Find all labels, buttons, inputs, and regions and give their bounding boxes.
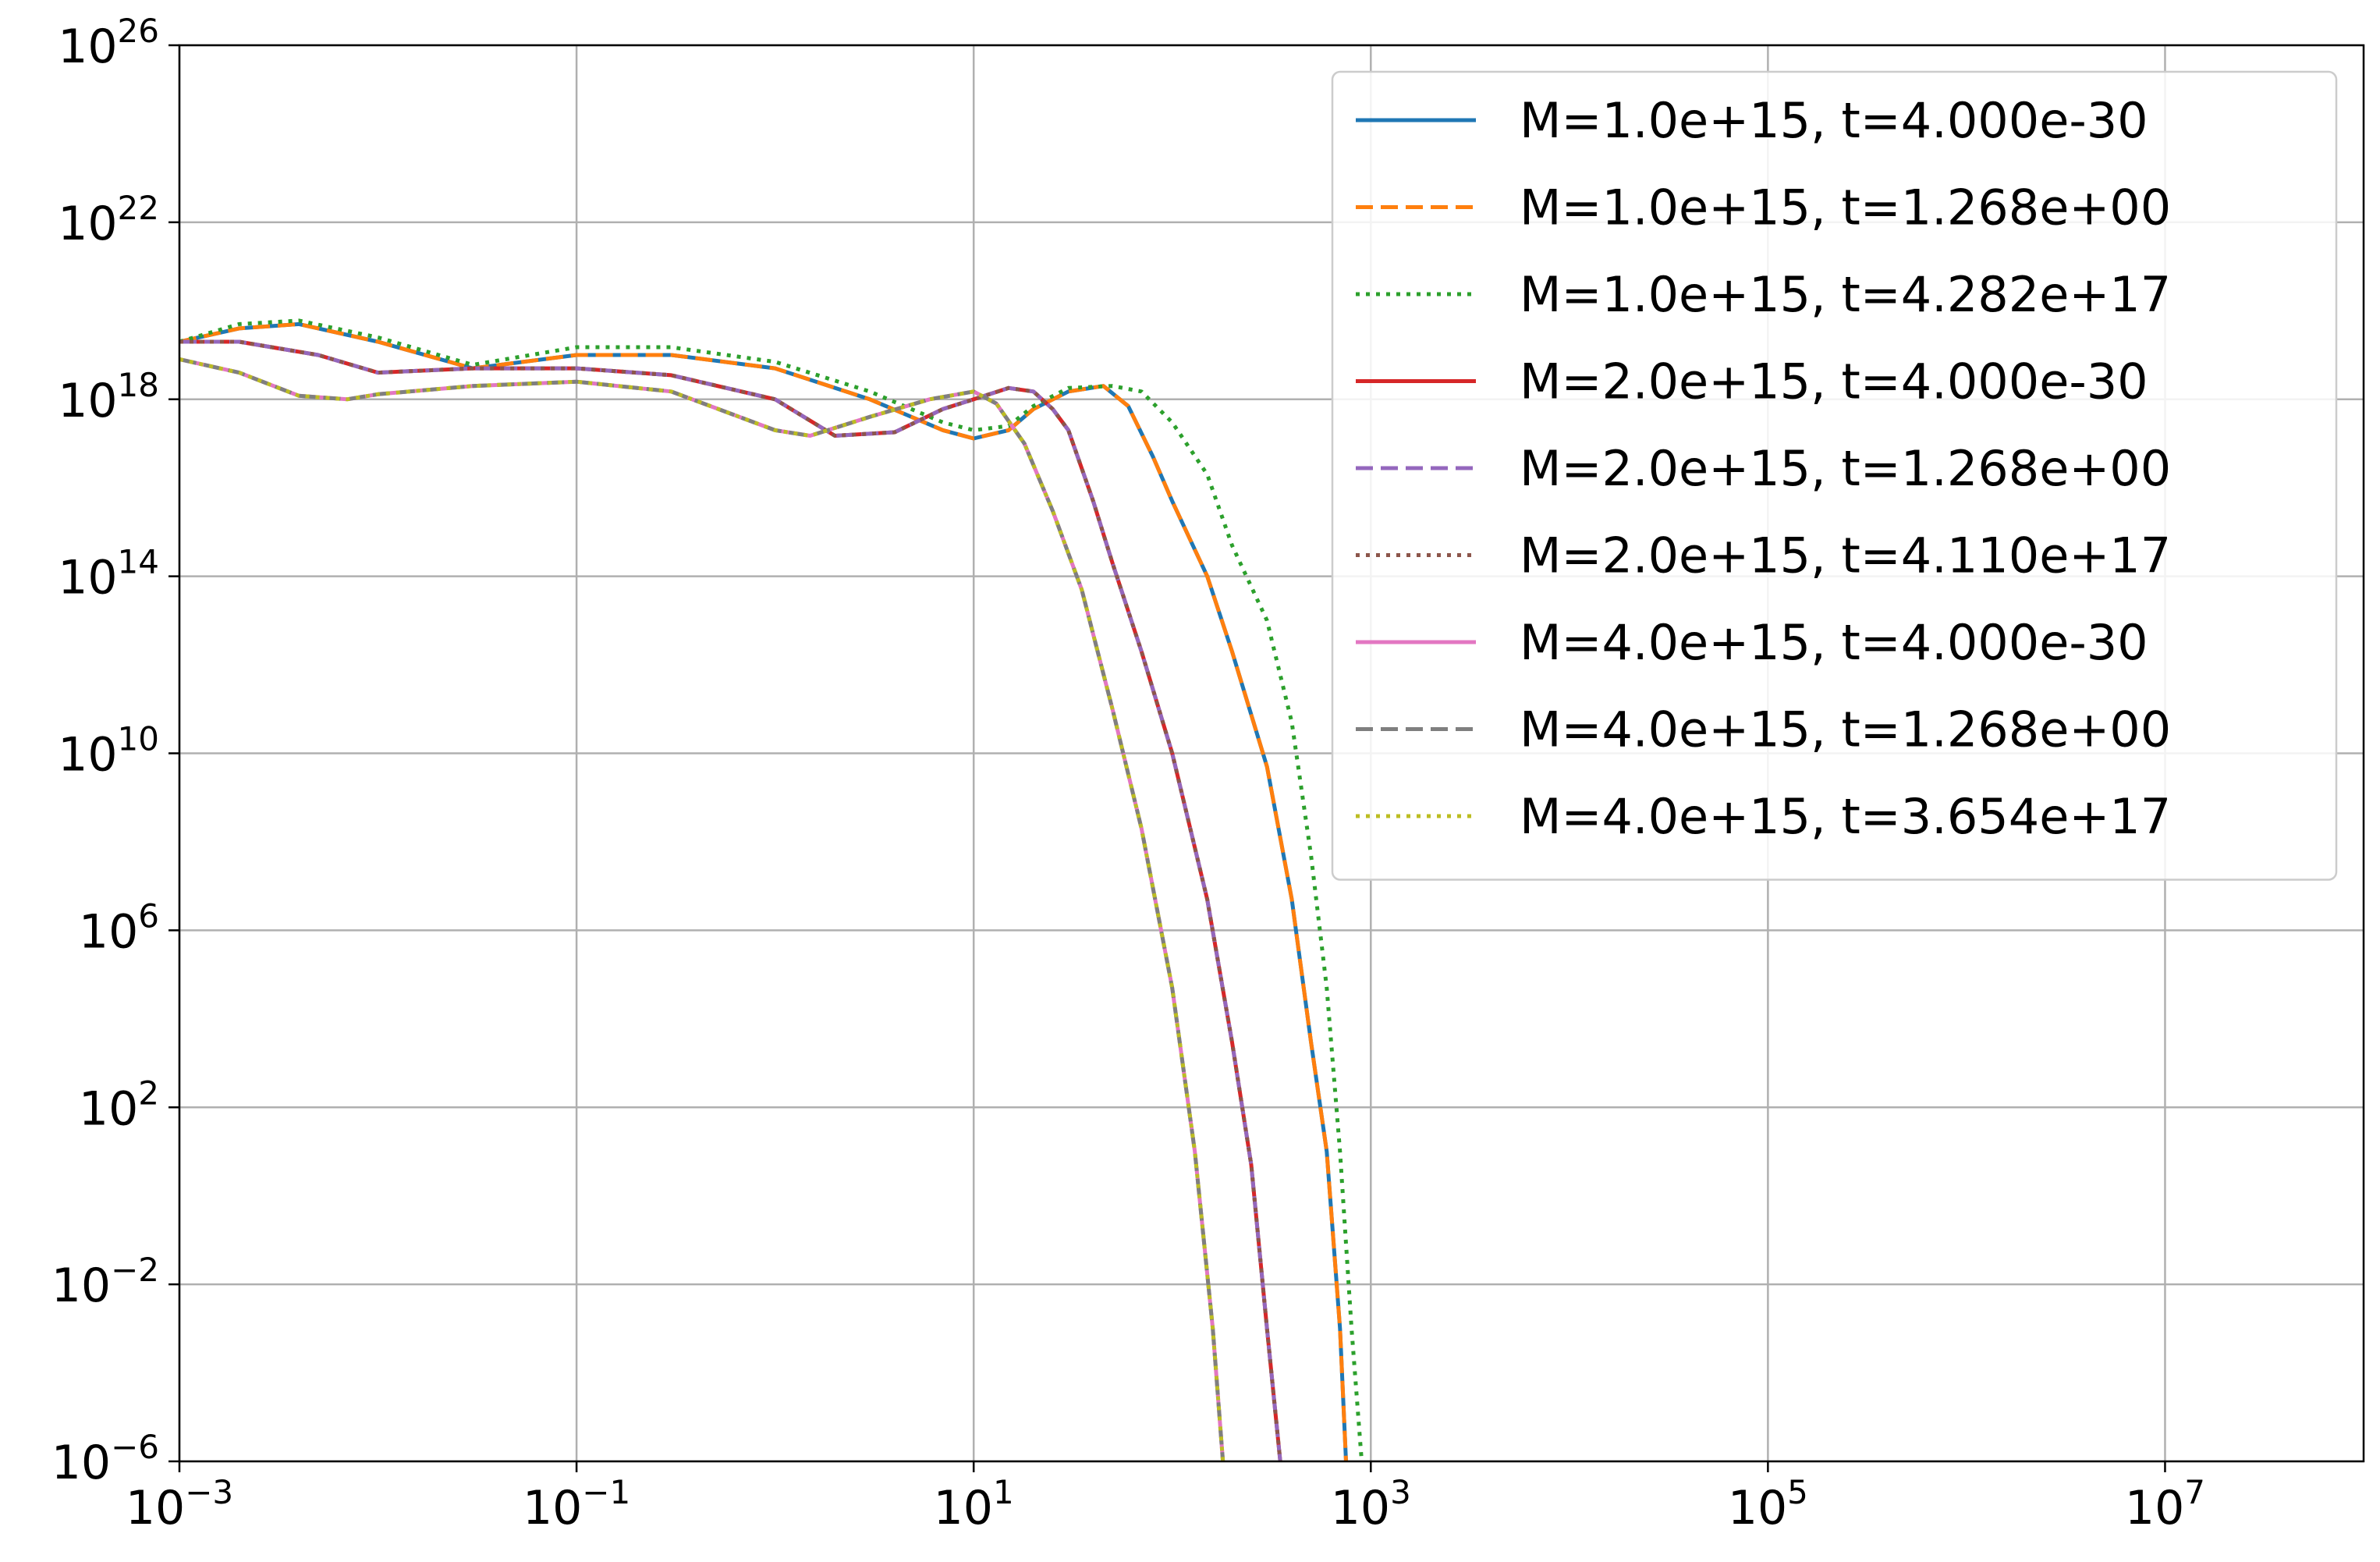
- x-tick-label: 10−3: [126, 1473, 233, 1535]
- y-tick-label: 10−6: [51, 1428, 159, 1490]
- series-line-3: [179, 318, 1364, 1461]
- legend-label: M=2.0e+15, t=4.000e-30: [1520, 353, 2148, 410]
- legend-label: M=1.0e+15, t=4.000e-30: [1520, 92, 2148, 149]
- x-tick-label: 10−1: [523, 1473, 630, 1535]
- series-line-9: [179, 357, 1225, 1461]
- legend-label: M=1.0e+15, t=4.282e+17: [1520, 266, 2171, 323]
- y-axis: 10−6 10−2 102 106 1010 1014 1018 1022 1026: [51, 12, 179, 1490]
- x-tick-label: 105: [1728, 1473, 1808, 1535]
- y-tick-label: 102: [79, 1074, 159, 1136]
- y-tick-label: 106: [79, 896, 159, 959]
- series-line-6: [179, 339, 1282, 1461]
- y-tick-label: 1014: [58, 543, 159, 605]
- series-line-2: [179, 321, 1348, 1461]
- legend-label: M=2.0e+15, t=1.268e+00: [1520, 440, 2171, 497]
- x-tick-label: 101: [934, 1473, 1014, 1535]
- legend-label: M=4.0e+15, t=3.654e+17: [1520, 788, 2171, 845]
- series-layer: [179, 318, 1364, 1461]
- legend-label: M=1.0e+15, t=1.268e+00: [1520, 179, 2171, 236]
- y-tick-label: 1010: [58, 720, 159, 783]
- y-tick-label: 1018: [58, 366, 159, 428]
- legend-label: M=4.0e+15, t=1.268e+00: [1520, 701, 2171, 758]
- y-tick-label: 10−2: [51, 1251, 159, 1313]
- legend-box: [1331, 70, 2338, 881]
- legend-label: M=4.0e+15, t=4.000e-30: [1520, 614, 2148, 671]
- x-axis: 10−3 10−1 101 103 105 107: [126, 1461, 2205, 1535]
- y-tick-label: 1022: [58, 189, 159, 251]
- y-tick-label: 1026: [58, 12, 159, 74]
- x-tick-label: 107: [2125, 1473, 2205, 1535]
- legend: M=1.0e+15, t=4.000e-30 M=1.0e+15, t=1.268…: [1331, 70, 2338, 881]
- x-tick-label: 103: [1331, 1473, 1411, 1535]
- legend-label: M=2.0e+15, t=4.110e+17: [1520, 527, 2171, 584]
